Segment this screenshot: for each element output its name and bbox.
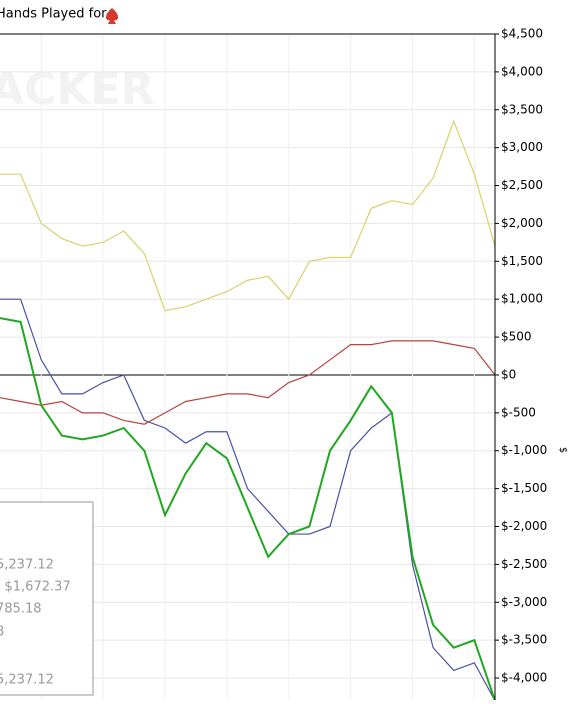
y-tick-label: $-500 xyxy=(501,405,536,419)
legend-box xyxy=(0,501,94,696)
series-line xyxy=(0,298,496,702)
watermark: ACKER xyxy=(0,64,154,115)
series-line xyxy=(0,340,496,425)
y-tick-label: $-3,000 xyxy=(501,595,547,609)
y-tick-label: $4,000 xyxy=(501,64,543,78)
y-tick-label: $-1,500 xyxy=(501,481,547,495)
y-tick-label: $-1,000 xyxy=(501,443,547,457)
y-tick-label: $2,500 xyxy=(501,178,543,192)
y-tick-label: $-4,000 xyxy=(501,671,547,685)
series-line xyxy=(0,317,496,702)
y-tick-label: $4,500 xyxy=(501,27,543,41)
y-tick-label: $0 xyxy=(501,367,516,381)
spade-icon xyxy=(106,8,118,24)
legend-text: 785.18 xyxy=(0,602,42,617)
y-tick-label: $1,000 xyxy=(501,292,543,306)
legend-text: 5,237.12 xyxy=(0,558,54,573)
legend-text: 8 xyxy=(0,625,4,640)
y-tick-label: $-2,000 xyxy=(501,519,547,533)
y-tick-label: $-3,500 xyxy=(501,633,547,647)
y-axis-label: $ xyxy=(557,447,568,453)
y-tick-label: $2,000 xyxy=(501,216,543,230)
y-tick-label: $1,500 xyxy=(501,254,543,268)
y-tick-label: $500 xyxy=(501,330,532,344)
legend: 5,237.12 : $1,672.37 785.18 8 5,237.12 xyxy=(0,501,94,696)
chart-title: Hands Played for xyxy=(0,7,107,22)
y-tick-label: $3,000 xyxy=(501,140,543,154)
y-tick-label: $3,500 xyxy=(501,102,543,116)
legend-text: : $1,672.37 xyxy=(0,580,71,595)
y-tick-label: $-2,500 xyxy=(501,557,547,571)
series-line xyxy=(0,119,496,312)
legend-text: 5,237.12 xyxy=(0,673,54,688)
